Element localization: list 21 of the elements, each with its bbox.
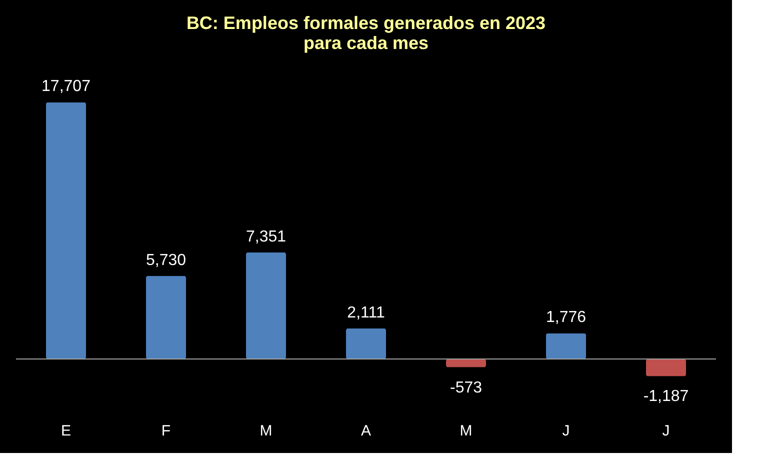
bar	[346, 328, 386, 359]
x-tick-label: F	[161, 422, 171, 440]
x-tick-label: M	[260, 422, 272, 440]
data-label: 2,111	[347, 304, 385, 322]
x-tick-label: A	[360, 422, 372, 440]
bar	[146, 276, 186, 359]
data-label: 17,707	[42, 78, 91, 96]
chart-title: BC: Empleos formales generados en 2023 para cada mes	[186, 13, 546, 54]
bar	[546, 333, 586, 359]
bar	[246, 252, 286, 359]
data-label: 5,730	[146, 252, 186, 269]
bar	[646, 359, 686, 376]
x-tick-label: E	[60, 422, 72, 440]
data-label: 1,776	[546, 309, 586, 326]
x-tick-label: M	[460, 422, 472, 440]
data-label: 7,351	[246, 228, 286, 246]
bar	[46, 102, 86, 359]
data-label: -573	[450, 379, 482, 396]
x-tick-label: J	[562, 422, 570, 440]
data-label: -1,187	[643, 388, 689, 406]
x-tick-label: J	[662, 422, 670, 440]
